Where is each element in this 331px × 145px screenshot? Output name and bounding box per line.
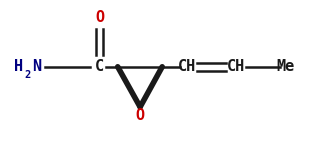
Text: N: N	[32, 59, 41, 74]
Text: CH: CH	[178, 59, 196, 74]
Text: O: O	[95, 10, 104, 25]
Text: O: O	[136, 108, 145, 123]
Text: Me: Me	[277, 59, 295, 74]
Text: H: H	[14, 59, 24, 74]
Text: 2: 2	[24, 70, 31, 80]
Text: CH: CH	[227, 59, 246, 74]
Text: C: C	[95, 59, 104, 74]
